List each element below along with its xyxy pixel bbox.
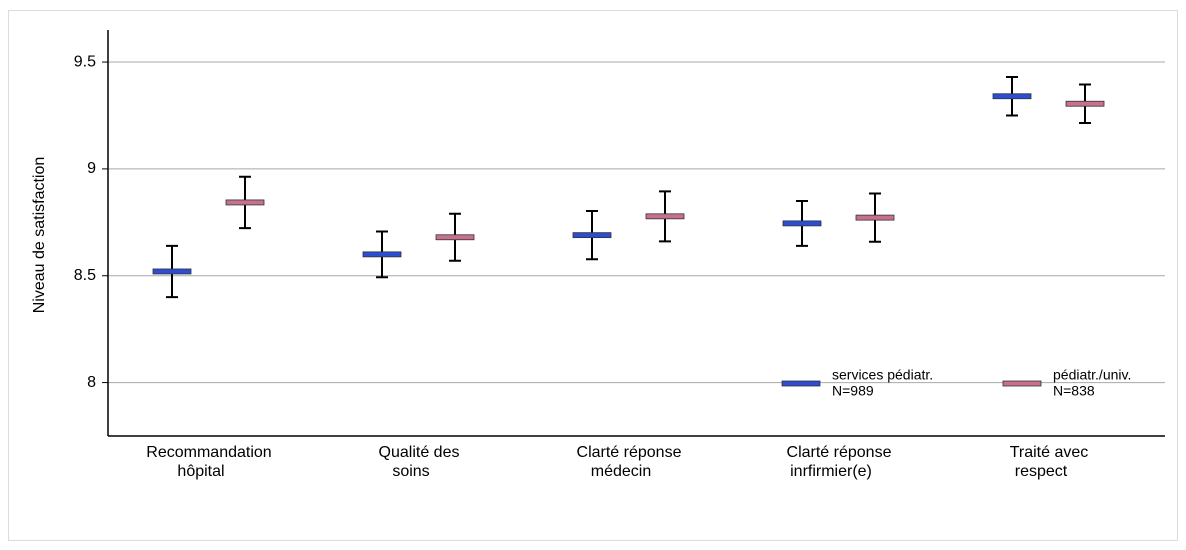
x-tick-label: Recommandation [146,444,271,461]
mean-marker [645,213,685,220]
x-tick-label: Clarté réponse [787,444,892,461]
mean-marker [992,93,1032,100]
legend-label: services pédiatr. [832,367,933,383]
legend-label: pédiatr./univ. [1053,367,1131,383]
mean-marker [225,199,265,206]
legend-label: N=989 [832,383,874,399]
legend-swatch [781,380,821,387]
x-tick-label: Clarté réponse [577,444,682,461]
y-tick-label: 9 [87,160,96,177]
x-tick-label: respect [1015,463,1068,480]
y-axis-label: Niveau de satisfaction [31,157,48,314]
legend-swatch [1002,380,1042,387]
mean-marker [855,214,895,221]
y-tick-label: 8 [87,374,96,391]
mean-marker [362,251,402,258]
x-tick-label: soins [392,463,429,480]
mean-marker [1065,100,1105,107]
x-tick-label: hôpital [177,463,224,480]
x-tick-label: Qualité des [379,444,460,461]
mean-marker [782,220,822,227]
y-tick-label: 8.5 [74,267,96,284]
x-tick-label: médecin [591,463,651,480]
legend-label: N=838 [1053,383,1095,399]
mean-marker [435,234,475,241]
x-tick-label: inrfirmier(e) [790,463,872,480]
x-tick-label: Traité avec [1010,444,1089,461]
mean-marker [152,268,192,275]
y-tick-label: 9.5 [74,53,96,70]
mean-marker [572,232,612,239]
